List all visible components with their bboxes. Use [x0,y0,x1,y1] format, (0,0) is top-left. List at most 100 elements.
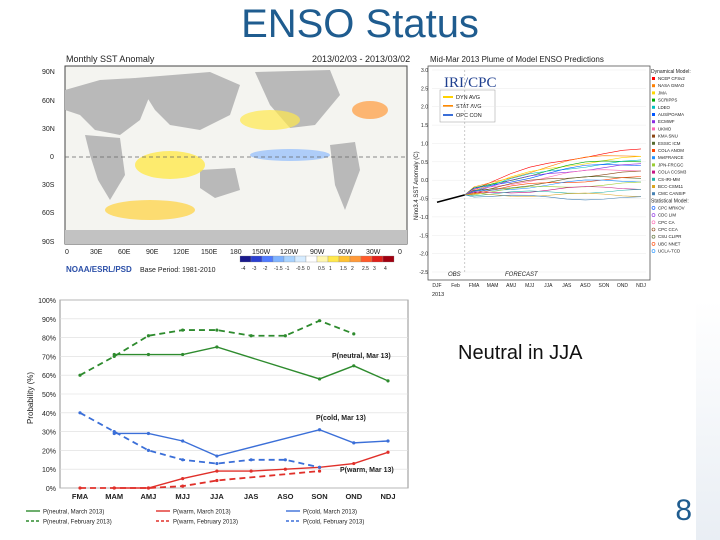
plume-x-tick: JJA [544,283,553,289]
colorbar-swatch [261,255,274,263]
plume-x-sub: 2013 [432,292,444,298]
plume-y-tick: 1.0 [421,141,428,147]
dyn-model-entry: NCEP CFSv2 [658,76,685,81]
dyn-model-marker [652,177,655,181]
plume-y-tick: 0.0 [421,178,428,184]
prob-data-point [317,469,322,473]
colorbar-swatch [327,255,340,263]
sst-map-title: Monthly SST Anomaly [66,54,155,64]
dyn-model-marker [652,149,655,152]
plume-y-tick: 0.5 [421,160,428,166]
plume-y-label: Nino3.4 SST Anomaly (C) [414,151,420,220]
stat-model-marker [651,206,656,210]
stat-model-marker [651,213,656,217]
plume-x-tick: Feb [451,283,460,289]
plume-y-tick: -1.0 [419,215,428,221]
prob-data-point [352,364,356,368]
plume-x-tick: ASO [580,283,591,289]
dyn-model-entry: CMC CANSIP [658,191,686,196]
stat-model-marker [651,227,656,232]
colorbar-tick: -4 [241,266,246,272]
colorbar-swatch [338,255,351,263]
dyn-model-entry: JMA [658,90,667,95]
dyn-model-marker [652,134,655,138]
dyn-model-entry: UKMO [658,126,672,131]
dyn-model-entry: AUS/POAMA [658,112,684,117]
legend-box-frame [439,89,496,123]
dyn-model-entry: SCRIPPS [658,98,677,103]
plume-y-tick: -1.5 [419,233,428,239]
prob-data-point [181,458,185,462]
dyn-model-entry: COLA CCSM3 [658,170,687,175]
plume-x-tick: JAS [562,283,572,289]
lon-label: 120E [173,249,190,256]
plume-model-legend: Dynamical Model:NCEP CFSv2 NASA GMAO JMA SC… [651,69,691,254]
plume-x-tick: OND [617,283,629,289]
prob-legend-entry: P(cold, March 2013) [303,510,357,516]
eurasia-west-landmass [65,78,150,135]
plume-y-tick: 1.5 [421,123,428,129]
probability-chart: Probability (%) 0% 10% 20% 30% 40% 50% 60% 70% 8… [24,294,414,530]
dyn-model-marker [652,91,655,95]
prob-data-point [146,448,151,452]
plume-x-ticks: DJF Feb FMA MAM AMJ MJJ JJA JAS ASO SON OND NDJ [432,70,646,289]
lon-label: 60E [118,249,131,256]
dyn-model-marker [652,120,655,124]
prob-y-tick: 60% [42,373,56,380]
stat-model-marker [651,249,656,253]
colorbar-swatch [305,255,318,263]
prob-data-point [317,428,322,432]
dyn-model-marker [652,98,655,102]
slide-title: ENSO Status [241,2,479,46]
plume-x-tick: MJJ [525,283,535,289]
dyn-model-marker [652,170,655,174]
prob-series [78,319,390,490]
colorbar-tick: -1 [285,266,290,272]
prob-data-point [112,354,116,358]
prob-x-tick: FMA [72,492,89,501]
lat-label: 60N [42,98,55,105]
model-forecast-line [464,170,642,196]
prob-x-tick: MJJ [175,492,190,501]
dyn-model-marker [652,77,655,80]
prob-legend-entry: P(warm, February 2013) [173,520,238,526]
lon-label: 90E [146,249,159,256]
lat-label: 60S [42,210,55,217]
warm-anomaly-pacific [240,110,300,130]
prob-data-point [181,477,185,481]
colorbar-tick: -2 [263,266,268,272]
source-label: NOAA/ESRL/PSD [66,265,132,274]
north-america-landmass [255,70,340,128]
colorbar-swatch [360,255,373,263]
page-number: 8 [675,494,692,527]
prob-data-point [352,441,356,445]
prob-y-tick: 10% [42,467,56,474]
antarctica-landmass [65,230,407,244]
lat-label: 0 [50,154,54,161]
enso-plume-chart: Mid-Mar 2013 Plume of Model ENSO Predict… [410,50,710,298]
lon-label: 0 [65,249,69,256]
annotation-cold: P(cold, Mar 13) [316,415,366,422]
prob-data-point [112,430,116,434]
asia-landmass [135,72,240,130]
dyn-model-entry: ESSIC ICM [658,141,681,146]
sst-colorbar: -4 -3 -2 -1.5 -1 -0.5 0 0.5 1 1.5 2 2.5 3 4 [239,255,395,272]
legend-entry: OPC CON [456,113,482,119]
model-forecast-line [464,148,642,196]
base-period-label: Base Period: 1981-2010 [140,267,216,274]
stat-model-entry: CPC CCA [658,227,678,232]
model-forecast-line [464,155,642,196]
colorbar-tick: 2 [351,266,354,272]
dyn-model-entry: MetFRANCE [658,155,683,160]
model-forecast-line [464,176,642,196]
dyn-model-entry: JPN-FRCGC [658,162,683,167]
prob-y-tick: 70% [42,354,56,361]
stat-model-entry: CSU CLIPR [658,234,681,239]
dyn-model-marker [652,192,655,196]
colorbar-tick: 1 [329,266,332,272]
sst-anomaly-map: Monthly SST Anomaly 2013/02/03 - 2013/03… [40,50,412,278]
plume-y-tick: -2.5 [419,270,428,276]
prob-data-point [215,454,219,458]
model-forecast-line [464,186,642,196]
prob-data-point [215,469,219,473]
